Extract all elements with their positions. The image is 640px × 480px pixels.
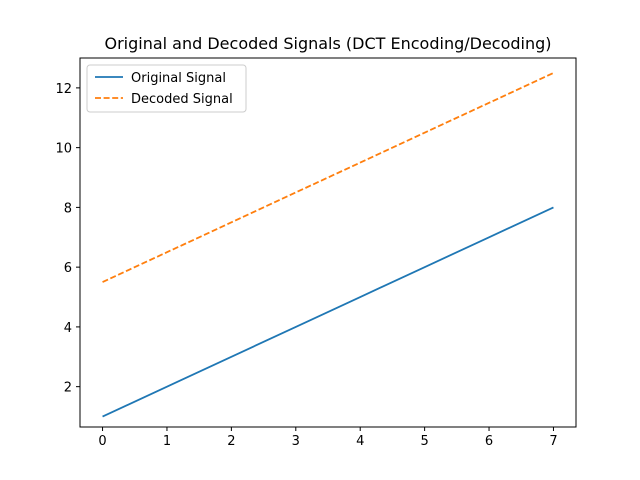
x-tick-label: 2 [227,434,235,449]
x-tick-label: 7 [549,434,557,449]
y-tick-label: 6 [64,261,72,276]
series-line-2 [102,72,554,283]
y-tick-label: 12 [55,82,72,97]
legend-box [86,64,247,113]
y-tick-label: 8 [64,201,72,216]
x-tick-label: 0 [98,434,106,449]
y-tick-label: 2 [64,381,72,396]
chart-title: Original and Decoded Signals (DCT Encodi… [104,34,551,53]
x-tick-label: 1 [163,434,171,449]
x-tick-label: 4 [356,434,364,449]
legend-label-2: Decoded Signal [131,92,233,107]
x-tick-label: 6 [485,434,493,449]
y-tick-label: 4 [64,321,72,336]
x-tick-label: 5 [420,434,428,449]
y-tick-label: 10 [55,142,72,157]
plot-frame [79,57,577,428]
series-line-1 [102,206,554,418]
x-tick-label: 3 [292,434,300,449]
legend-label-1: Original Signal [131,71,226,86]
